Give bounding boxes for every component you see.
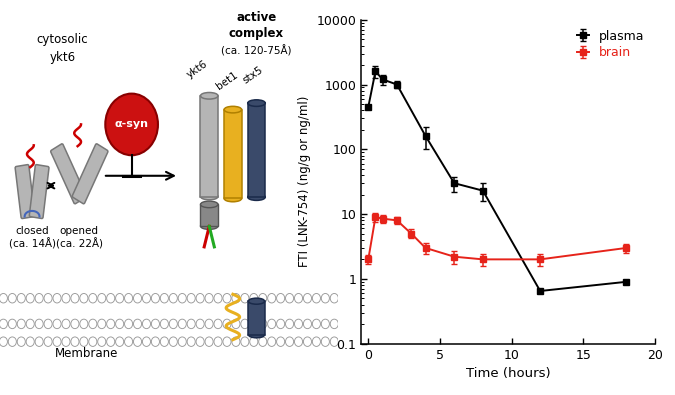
Legend: plasma, brain: plasma, brain: [573, 26, 649, 63]
Text: stx5: stx5: [241, 64, 265, 86]
Text: closed: closed: [16, 226, 49, 236]
FancyBboxPatch shape: [72, 144, 108, 204]
Text: ykt6: ykt6: [49, 51, 76, 64]
Bar: [224, 109, 242, 198]
Text: (ca. 120-75Å): (ca. 120-75Å): [221, 45, 292, 56]
Text: ykt6: ykt6: [185, 58, 210, 80]
FancyBboxPatch shape: [29, 165, 49, 218]
Ellipse shape: [248, 332, 265, 338]
Text: Membrane: Membrane: [55, 347, 117, 360]
FancyBboxPatch shape: [15, 165, 35, 218]
Ellipse shape: [200, 223, 218, 229]
Text: α-syn: α-syn: [115, 119, 148, 130]
Text: active: active: [236, 11, 277, 24]
Text: cytosolic: cytosolic: [36, 33, 88, 46]
Text: opened: opened: [60, 226, 99, 236]
X-axis label: Time (hours): Time (hours): [466, 367, 550, 380]
Bar: [200, 205, 218, 226]
Ellipse shape: [248, 194, 265, 200]
Ellipse shape: [248, 100, 265, 106]
Ellipse shape: [224, 106, 242, 113]
Text: bet1: bet1: [214, 70, 240, 92]
Ellipse shape: [200, 193, 218, 200]
Bar: [200, 96, 218, 196]
Bar: [248, 301, 265, 335]
FancyBboxPatch shape: [51, 144, 86, 204]
Ellipse shape: [224, 195, 242, 202]
Bar: [248, 103, 265, 197]
Ellipse shape: [200, 201, 218, 208]
Y-axis label: FTI (LNK-754) (ng/g or ng/ml): FTI (LNK-754) (ng/g or ng/ml): [298, 96, 310, 267]
Ellipse shape: [248, 298, 265, 304]
Text: (ca. 22Å): (ca. 22Å): [56, 238, 103, 250]
Text: complex: complex: [229, 27, 284, 40]
Circle shape: [105, 94, 158, 155]
Text: (ca. 14Å): (ca. 14Å): [9, 238, 55, 250]
Ellipse shape: [200, 92, 218, 99]
